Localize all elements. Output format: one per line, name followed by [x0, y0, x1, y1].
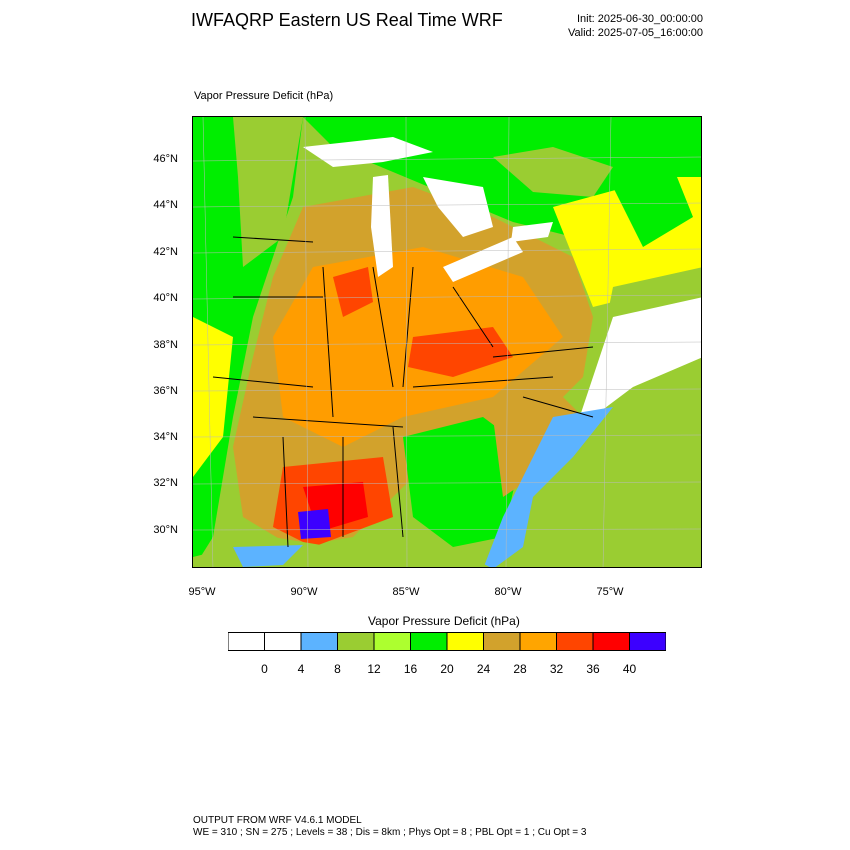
lat-label: 30°N — [153, 524, 178, 536]
colorbar-tick-label: 20 — [440, 662, 454, 676]
colorbar-tick-label: 28 — [513, 662, 527, 676]
colorbar-tick-label: 24 — [476, 662, 491, 676]
colorbar-tick-label: 16 — [403, 662, 418, 676]
lon-label: 95°W — [188, 586, 216, 598]
colorbar-swatch — [337, 632, 375, 651]
colorbar-swatch — [228, 632, 265, 651]
colorbar-swatch — [483, 632, 521, 651]
lat-label: 36°N — [153, 385, 178, 397]
model-info-line: OUTPUT FROM WRF V4.6.1 MODEL — [193, 815, 362, 826]
colorbar-swatch — [410, 632, 448, 651]
hotspot-kentucky — [408, 327, 513, 377]
valid-time: Valid: 2025-07-05_16:00:00 — [568, 27, 703, 39]
map-panel — [192, 116, 702, 568]
lake-ontario — [511, 222, 553, 242]
colorbar-tick-label: 36 — [586, 662, 600, 676]
legend-title: Vapor Pressure Deficit (hPa) — [368, 614, 520, 628]
lon-label: 75°W — [596, 586, 624, 598]
colorbar-swatch — [264, 632, 302, 651]
coastal-water — [483, 407, 613, 567]
colorbar-swatch — [519, 632, 557, 651]
lat-label: 34°N — [153, 431, 178, 443]
lat-label: 40°N — [153, 292, 178, 304]
gulf-coast-water — [233, 545, 303, 567]
lake-erie — [443, 237, 523, 282]
carolinas-region — [493, 387, 583, 497]
colorbar-swatch — [300, 632, 338, 651]
colorbar-tick-label: 4 — [297, 662, 305, 676]
lat-label: 44°N — [153, 199, 178, 211]
colorbar-tick-label: 0 — [261, 662, 268, 676]
lon-label: 85°W — [392, 586, 420, 598]
state-borders — [212, 236, 594, 548]
lat-label: 38°N — [153, 339, 178, 351]
lat-label: 46°N — [153, 153, 178, 165]
init-time: Init: 2025-06-30_00:00:00 — [577, 13, 703, 25]
colorbar-tick-label: 8 — [334, 662, 341, 676]
upper-plains-region — [233, 117, 303, 267]
lake-superior — [303, 137, 433, 167]
model-config-line: WE = 310 ; SN = 275 ; Levels = 38 ; Dis … — [193, 827, 587, 838]
vpd-map — [193, 117, 701, 567]
colorbar-tick-label: 12 — [367, 662, 381, 676]
colorbar-swatch — [629, 632, 666, 651]
hotspot-purple — [298, 509, 331, 539]
canada-region-low — [493, 147, 613, 197]
colorbar-tick-label: 32 — [549, 662, 564, 676]
southeast-region — [403, 417, 523, 547]
lake-huron — [423, 177, 493, 237]
colorbar-tick-label: 40 — [622, 662, 637, 676]
atlantic-white-area — [573, 297, 701, 437]
colorbar-swatch — [373, 632, 411, 651]
new-england-region — [613, 167, 693, 247]
colorbar — [228, 632, 666, 651]
lat-label: 32°N — [153, 477, 178, 489]
colorbar-swatch — [446, 632, 484, 651]
hotspot-illinois — [333, 267, 373, 317]
page-title: IWFAQRP Eastern US Real Time WRF — [191, 10, 503, 30]
colorbar-swatch — [556, 632, 594, 651]
lon-label: 90°W — [290, 586, 318, 598]
lon-label: 80°W — [494, 586, 522, 598]
graticule — [193, 117, 701, 567]
map-field-label: Vapor Pressure Deficit (hPa) — [194, 90, 334, 102]
lat-label: 42°N — [153, 246, 178, 258]
colorbar-swatch — [592, 632, 630, 651]
